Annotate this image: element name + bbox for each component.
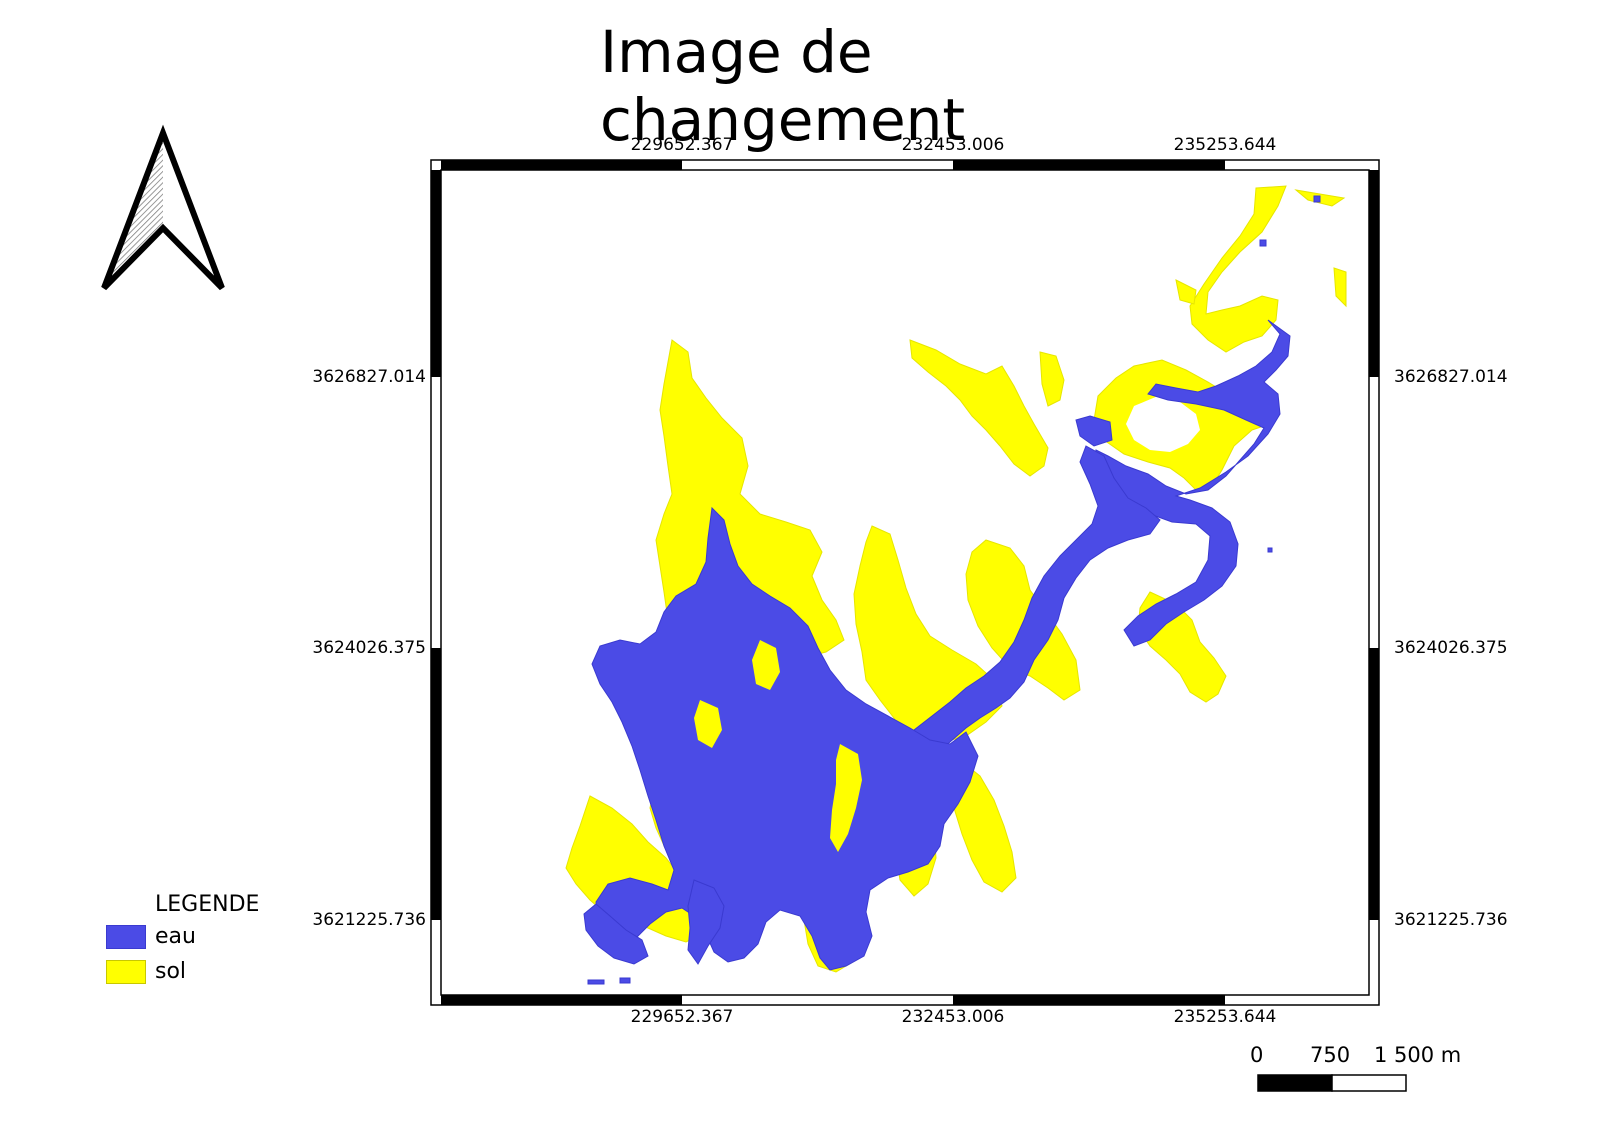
x-tick-bottom: 229652.367	[630, 1007, 734, 1027]
x-tick-top: 235253.644	[1173, 135, 1277, 155]
scale-label-1500: 1 500 m	[1374, 1043, 1462, 1067]
y-tick-left: 3621225.736	[312, 910, 426, 930]
island-layer	[694, 640, 862, 852]
y-tick-left: 3626827.014	[312, 367, 426, 387]
north-arrow-icon	[101, 124, 225, 291]
legend-label-sol: sol	[155, 959, 187, 984]
x-tick-top: 229652.367	[630, 135, 734, 155]
y-tick-right: 3624026.375	[1394, 638, 1508, 658]
scale-label-750: 750	[1310, 1043, 1351, 1067]
scale-bar	[1257, 1074, 1407, 1092]
legend-title: LEGENDE	[155, 892, 260, 917]
map-title: Image de changement	[600, 18, 966, 154]
scale-label-0: 0	[1250, 1043, 1264, 1067]
y-tick-left: 3624026.375	[312, 638, 426, 658]
x-tick-bottom: 235253.644	[1173, 1007, 1277, 1027]
x-tick-top: 232453.006	[901, 135, 1005, 155]
legend-swatch-eau	[106, 925, 146, 949]
legend-label-eau: eau	[155, 924, 196, 949]
x-tick-bottom: 232453.006	[901, 1007, 1005, 1027]
legend-swatch-sol	[106, 960, 146, 984]
eau-layer	[583, 195, 1321, 985]
y-tick-right: 3621225.736	[1394, 910, 1508, 930]
y-tick-right: 3626827.014	[1394, 367, 1508, 387]
